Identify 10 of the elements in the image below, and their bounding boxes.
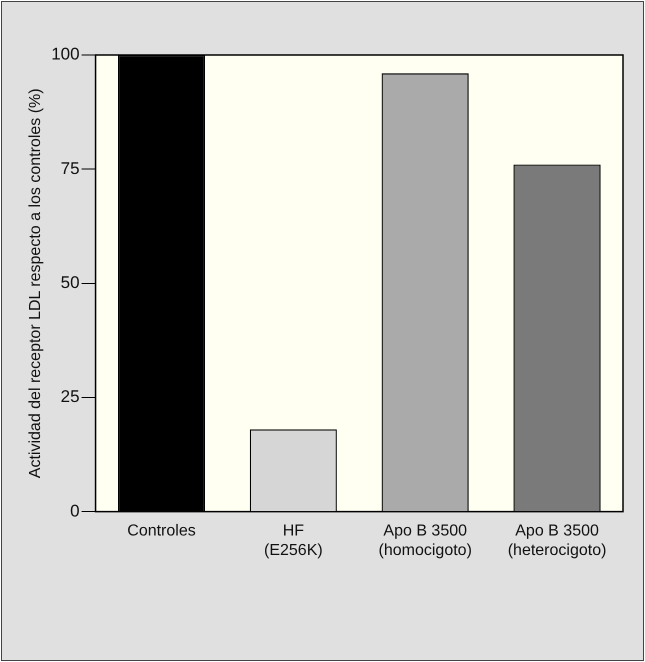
x-tick-label: Controles (127, 522, 196, 540)
y-tick-label: 100 (51, 44, 80, 64)
y-axis-title: Actividad del receptor LDL respecto a los controles (%) (27, 88, 44, 478)
x-tick-label: Apo B 3500 (homocigoto) (378, 522, 472, 559)
x-tick-label: HF (E256K) (264, 522, 323, 559)
y-tick-label: 50 (60, 272, 80, 292)
y-tick-label: 25 (60, 387, 80, 406)
y-tick-label: 75 (60, 158, 80, 178)
x-tick-label: Apo B 3500 (heterocigoto) (508, 522, 606, 559)
y-tick-label: 0 (70, 501, 80, 520)
